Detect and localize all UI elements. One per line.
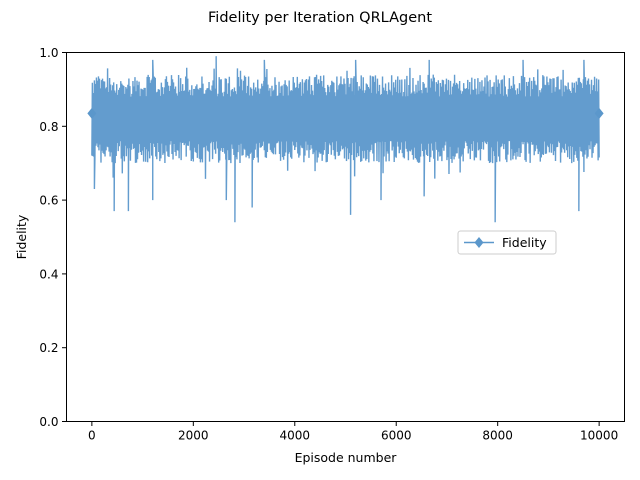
x-tick-label: 6000 <box>381 429 412 443</box>
chart-title: Fidelity per Iteration QRLAgent <box>208 10 432 26</box>
x-axis-ticks: 0 2000 4000 6000 8000 10000 <box>88 421 618 443</box>
y-tick-label: 0.0 <box>39 415 58 429</box>
legend: Fidelity <box>457 230 557 255</box>
y-tick-label: 0.2 <box>39 341 58 355</box>
y-tick-label: 0.4 <box>39 267 58 281</box>
series-fidelity-line <box>91 56 600 223</box>
x-tick-label: 2000 <box>178 429 209 443</box>
y-tick-label: 0.8 <box>39 120 58 134</box>
x-axis-label: Episode number <box>295 450 398 465</box>
legend-box <box>457 230 557 255</box>
x-tick-label: 4000 <box>279 429 310 443</box>
x-tick-label: 8000 <box>482 429 513 443</box>
x-tick-label: 10000 <box>580 429 618 443</box>
series-diamond-marker <box>594 107 604 119</box>
y-axis-label: Fidelity <box>14 214 29 259</box>
y-tick-label: 1.0 <box>39 46 58 60</box>
x-tick-label: 0 <box>88 429 96 443</box>
series-diamond-marker <box>87 107 97 119</box>
legend-label: Fidelity <box>502 235 547 250</box>
legend-diamond-marker <box>474 237 484 248</box>
series-layer <box>87 56 604 223</box>
axes-frame <box>66 52 625 422</box>
y-tick-label: 0.6 <box>39 194 58 208</box>
y-axis-ticks: 0.0 0.2 0.4 0.6 0.8 1.0 <box>39 46 67 429</box>
plot-area: 0 2000 4000 6000 8000 10000 0.0 0.2 0.4 0.6 0.8 1.… <box>39 46 625 443</box>
